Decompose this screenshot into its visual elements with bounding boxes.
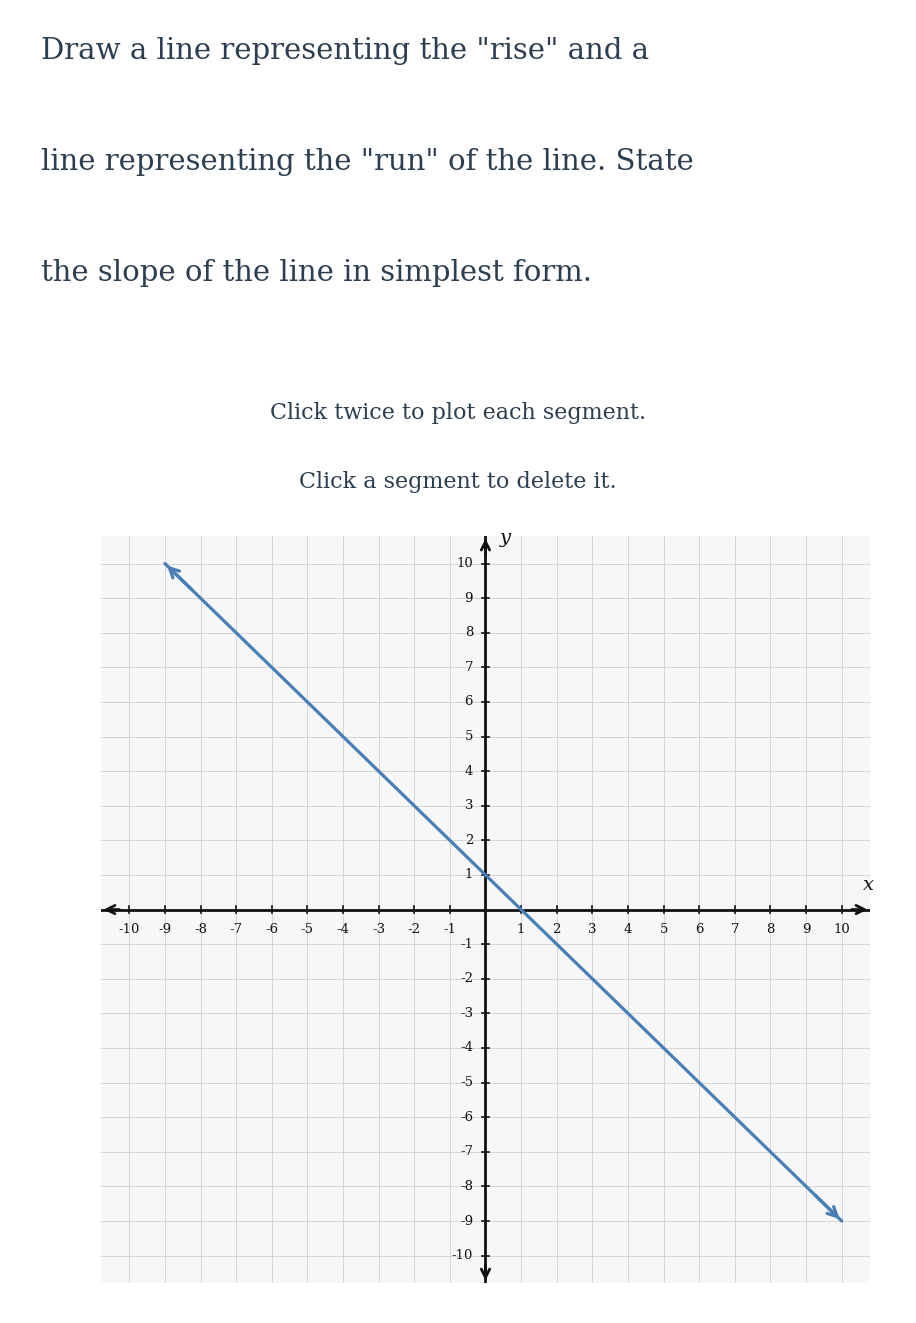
Text: -4: -4 xyxy=(460,1041,473,1054)
Text: 9: 9 xyxy=(464,591,473,605)
Text: 4: 4 xyxy=(624,923,632,937)
Text: 6: 6 xyxy=(464,696,473,708)
Text: 7: 7 xyxy=(464,660,473,673)
Text: -7: -7 xyxy=(460,1146,473,1159)
Text: 1: 1 xyxy=(464,868,473,881)
Text: -8: -8 xyxy=(460,1180,473,1193)
Text: 4: 4 xyxy=(464,765,473,778)
Text: line representing the "run" of the line. State: line representing the "run" of the line.… xyxy=(41,148,694,176)
Text: 7: 7 xyxy=(731,923,739,937)
Text: -8: -8 xyxy=(194,923,207,937)
Text: -9: -9 xyxy=(460,1215,473,1228)
Text: 5: 5 xyxy=(660,923,668,937)
Text: 3: 3 xyxy=(464,799,473,812)
Text: 8: 8 xyxy=(464,626,473,639)
Text: -7: -7 xyxy=(230,923,243,937)
Text: -10: -10 xyxy=(452,1249,473,1262)
Text: 5: 5 xyxy=(464,730,473,744)
Text: 9: 9 xyxy=(802,923,811,937)
Text: -3: -3 xyxy=(372,923,385,937)
Text: -4: -4 xyxy=(336,923,350,937)
Text: the slope of the line in simplest form.: the slope of the line in simplest form. xyxy=(41,259,593,287)
Text: 1: 1 xyxy=(517,923,525,937)
Text: 8: 8 xyxy=(767,923,775,937)
Text: y: y xyxy=(500,529,511,546)
Text: -2: -2 xyxy=(408,923,420,937)
Text: -10: -10 xyxy=(118,923,140,937)
Text: 2: 2 xyxy=(552,923,561,937)
Text: -5: -5 xyxy=(300,923,314,937)
Text: -3: -3 xyxy=(460,1007,473,1020)
Text: Click twice to plot each segment.: Click twice to plot each segment. xyxy=(270,402,646,425)
Text: 6: 6 xyxy=(695,923,703,937)
Text: -1: -1 xyxy=(460,938,473,951)
Text: x: x xyxy=(863,876,874,894)
Text: 10: 10 xyxy=(456,557,473,570)
Text: -9: -9 xyxy=(158,923,171,937)
Text: -1: -1 xyxy=(443,923,456,937)
Text: 2: 2 xyxy=(464,833,473,847)
Text: Click a segment to delete it.: Click a segment to delete it. xyxy=(300,471,616,493)
Text: -6: -6 xyxy=(266,923,278,937)
Text: 10: 10 xyxy=(834,923,850,937)
Text: -6: -6 xyxy=(460,1111,473,1123)
Text: 3: 3 xyxy=(588,923,596,937)
Text: -2: -2 xyxy=(460,972,473,986)
Text: Draw a line representing the "rise" and a: Draw a line representing the "rise" and … xyxy=(41,37,649,65)
Text: -5: -5 xyxy=(460,1076,473,1089)
